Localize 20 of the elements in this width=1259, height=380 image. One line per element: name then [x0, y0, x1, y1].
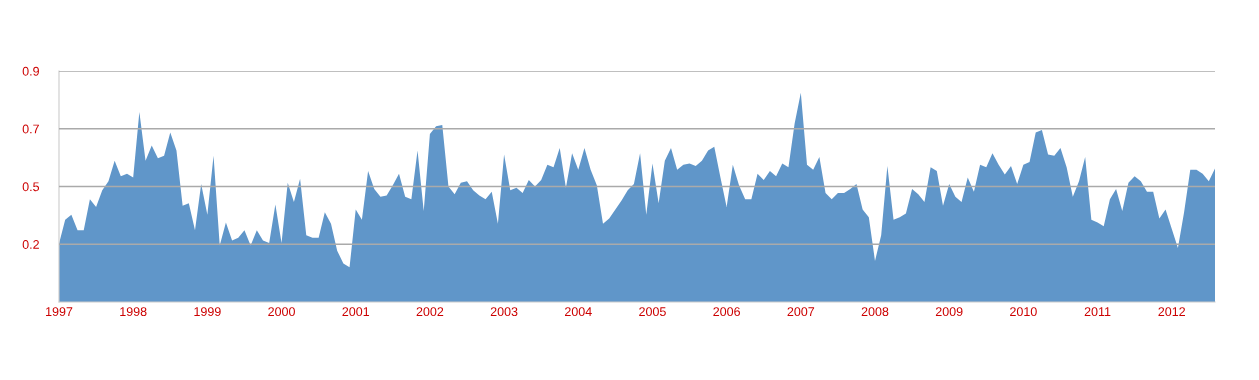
x-tick-label: 2000 [268, 307, 295, 317]
y-tick-label: 0.9 [22, 66, 39, 76]
x-tick-label: 2007 [787, 307, 815, 317]
x-tick-label: 2011 [1084, 307, 1111, 317]
y-tick-label: 0.5 [22, 182, 40, 192]
x-tick-label: 2004 [565, 307, 592, 317]
x-tick-label: 1997 [46, 307, 73, 317]
x-tick-label: 2008 [861, 307, 889, 317]
x-tick-label: 2012 [1158, 307, 1185, 317]
x-tick-label: 2009 [935, 307, 963, 317]
x-tick-label: 2002 [416, 307, 444, 317]
x-tick-label: 2001 [342, 307, 370, 317]
y-tick-label: 0.7 [22, 124, 39, 134]
x-tick-label: 2005 [639, 307, 666, 317]
x-tick-label: 2006 [713, 307, 740, 317]
y-tick-label: 0.2 [22, 240, 39, 249]
x-tick-label: 1998 [120, 307, 147, 317]
x-tick-label: 2003 [490, 307, 518, 317]
x-tick-label: 2010 [1010, 307, 1037, 317]
x-tick-label: 1999 [194, 307, 221, 317]
